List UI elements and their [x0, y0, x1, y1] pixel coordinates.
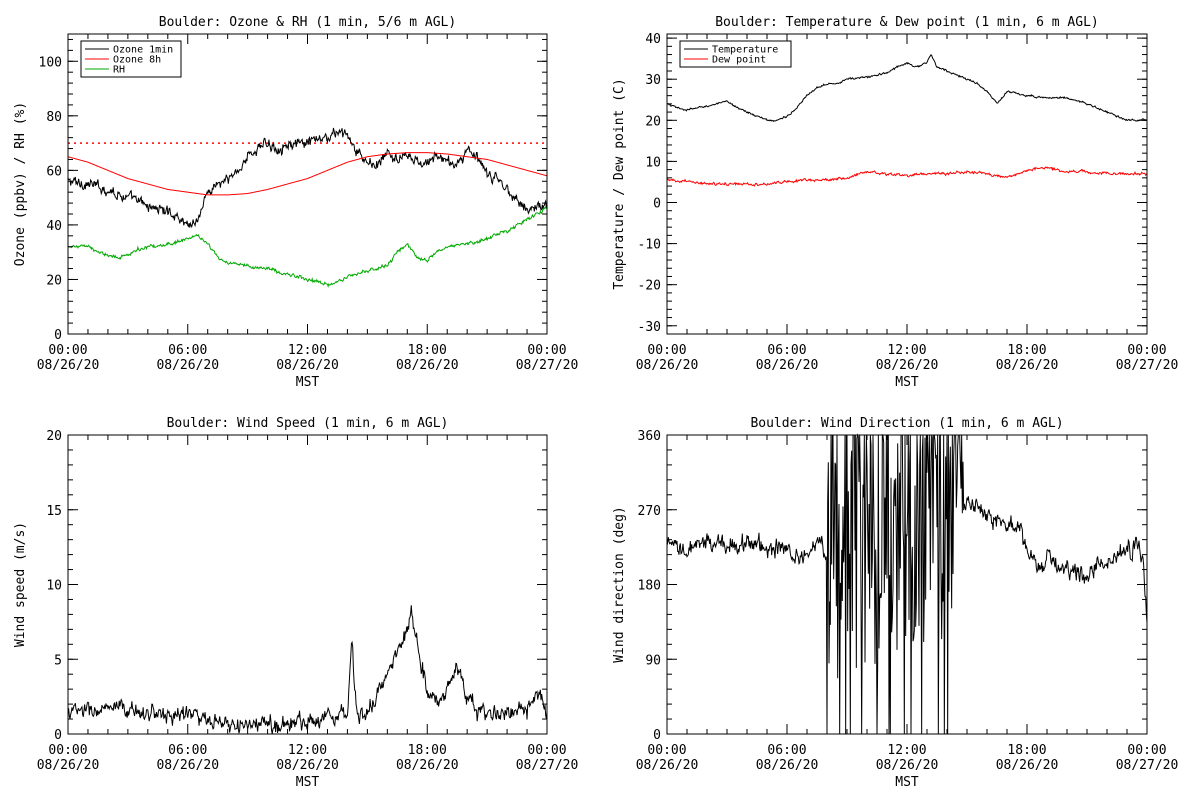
x-axis-label: MST	[895, 775, 919, 790]
x-tick-label-time: 18:00	[1007, 343, 1046, 358]
x-tick-label-date: 08/26/20	[996, 758, 1059, 773]
x-tick-label-date: 08/26/20	[756, 358, 819, 373]
y-tick-label: 270	[638, 504, 661, 519]
chart-title: Boulder: Wind Speed (1 min, 6 m AGL)	[167, 416, 449, 431]
x-tick-label-date: 08/27/20	[516, 758, 579, 773]
y-axis-label: Wind speed (m/s)	[13, 522, 28, 647]
x-tick-label-date: 08/26/20	[876, 758, 939, 773]
y-tick-label: 10	[46, 579, 62, 594]
y-tick-label: 0	[653, 196, 661, 211]
legend-box	[679, 40, 792, 68]
y-tick-label: -10	[638, 238, 661, 253]
series-line-ozone-1min	[67, 127, 548, 229]
x-tick-label-time: 06:00	[168, 343, 207, 358]
x-tick-label-date: 08/27/20	[1116, 758, 1179, 773]
x-tick-label-time: 00:00	[527, 343, 566, 358]
chart-title: Boulder: Ozone & RH (1 min, 5/6 m AGL)	[159, 15, 456, 30]
y-tick-label: 90	[645, 653, 661, 668]
series-line-temperature	[666, 53, 1148, 123]
x-tick-label-time: 00:00	[1127, 743, 1166, 758]
y-tick-label: 40	[46, 219, 62, 234]
x-tick-label-time: 12:00	[288, 743, 327, 758]
series-line-ozone-8h	[67, 152, 548, 196]
plot-frame	[67, 434, 548, 735]
plot-frame	[67, 33, 548, 335]
x-axis-label: MST	[296, 375, 320, 390]
x-tick-label-time: 00:00	[1127, 343, 1166, 358]
x-tick-label-time: 06:00	[168, 743, 207, 758]
legend-label: Dew point	[712, 55, 766, 66]
x-tick-label-date: 08/26/20	[37, 358, 100, 373]
x-tick-label-date: 08/26/20	[756, 758, 819, 773]
chart-panel-temperature: Boulder: Temperature & Dew point (1 min,…	[612, 15, 1178, 390]
y-tick-label: 15	[46, 504, 62, 519]
x-tick-label-date: 08/26/20	[636, 358, 699, 373]
x-tick-label-date: 08/27/20	[1116, 358, 1179, 373]
y-axis-label: Wind direction (deg)	[612, 506, 627, 663]
x-tick-label-time: 12:00	[887, 743, 926, 758]
y-tick-label: -30	[638, 320, 661, 335]
y-tick-label: 0	[653, 728, 661, 743]
x-tick-label-time: 00:00	[647, 743, 686, 758]
x-tick-label-time: 12:00	[887, 343, 926, 358]
legend-label: Temperature	[712, 45, 778, 56]
y-tick-label: 0	[54, 728, 62, 743]
x-axis-label: MST	[895, 375, 919, 390]
x-tick-label-date: 08/26/20	[37, 758, 100, 773]
x-tick-label-date: 08/26/20	[876, 358, 939, 373]
y-axis-label: Temperature / Dew point (C)	[612, 78, 627, 289]
y-axis-label: Ozone (ppbv) / RH (%)	[13, 102, 28, 266]
series-line-rh	[67, 206, 548, 288]
x-tick-label-date: 08/26/20	[276, 358, 339, 373]
chart-panel-wind_direction: Boulder: Wind Direction (1 min, 6 m AGL)…	[612, 416, 1178, 790]
y-tick-label: 60	[46, 164, 62, 179]
x-tick-label-date: 08/27/20	[516, 358, 579, 373]
x-tick-label-time: 12:00	[288, 343, 327, 358]
y-tick-label: 0	[54, 328, 62, 343]
x-tick-label-time: 18:00	[1007, 743, 1046, 758]
chart-title: Boulder: Temperature & Dew point (1 min,…	[715, 15, 1099, 30]
y-tick-label: 20	[46, 429, 62, 444]
x-tick-label-time: 00:00	[527, 743, 566, 758]
x-tick-label-date: 08/26/20	[636, 758, 699, 773]
chart-panel-wind_speed: Boulder: Wind Speed (1 min, 6 m AGL) 0 5 10…	[13, 416, 578, 790]
y-tick-label: 20	[46, 273, 62, 288]
plot-frame	[666, 434, 1148, 735]
series-line-main	[666, 433, 1148, 735]
x-axis-label: MST	[296, 775, 320, 790]
x-tick-label-time: 18:00	[408, 743, 447, 758]
y-tick-label: 180	[638, 579, 661, 594]
y-tick-label: 100	[39, 55, 62, 70]
legend-label: RH	[113, 65, 125, 76]
x-tick-label-date: 08/26/20	[996, 358, 1059, 373]
x-tick-label-date: 08/26/20	[396, 758, 459, 773]
y-tick-label: 20	[645, 114, 661, 129]
x-tick-label-time: 06:00	[767, 743, 806, 758]
x-tick-label-date: 08/26/20	[156, 358, 219, 373]
legend-label: Ozone 8h	[113, 55, 161, 66]
x-tick-label-time: 00:00	[48, 343, 87, 358]
x-tick-label-date: 08/26/20	[156, 758, 219, 773]
x-tick-label-date: 08/26/20	[276, 758, 339, 773]
y-tick-label: 30	[645, 73, 661, 88]
x-tick-label-time: 00:00	[647, 343, 686, 358]
y-tick-label: 80	[46, 110, 62, 125]
series-line-main	[67, 605, 548, 734]
legend-label: Ozone 1min	[113, 45, 173, 56]
x-tick-label-time: 18:00	[408, 343, 447, 358]
y-tick-label: 360	[638, 429, 661, 444]
x-tick-label-time: 00:00	[48, 743, 87, 758]
y-tick-label: 5	[54, 653, 62, 668]
series-line-dew-point	[666, 166, 1148, 187]
x-tick-label-date: 08/26/20	[396, 358, 459, 373]
chart-panel-ozone: Boulder: Ozone & RH (1 min, 5/6 m AGL) 0 2…	[13, 15, 578, 390]
chart-title: Boulder: Wind Direction (1 min, 6 m AGL)	[750, 416, 1063, 431]
x-tick-label-time: 06:00	[767, 343, 806, 358]
y-tick-label: 40	[645, 32, 661, 47]
y-tick-label: 10	[645, 155, 661, 170]
y-tick-label: -20	[638, 279, 661, 294]
